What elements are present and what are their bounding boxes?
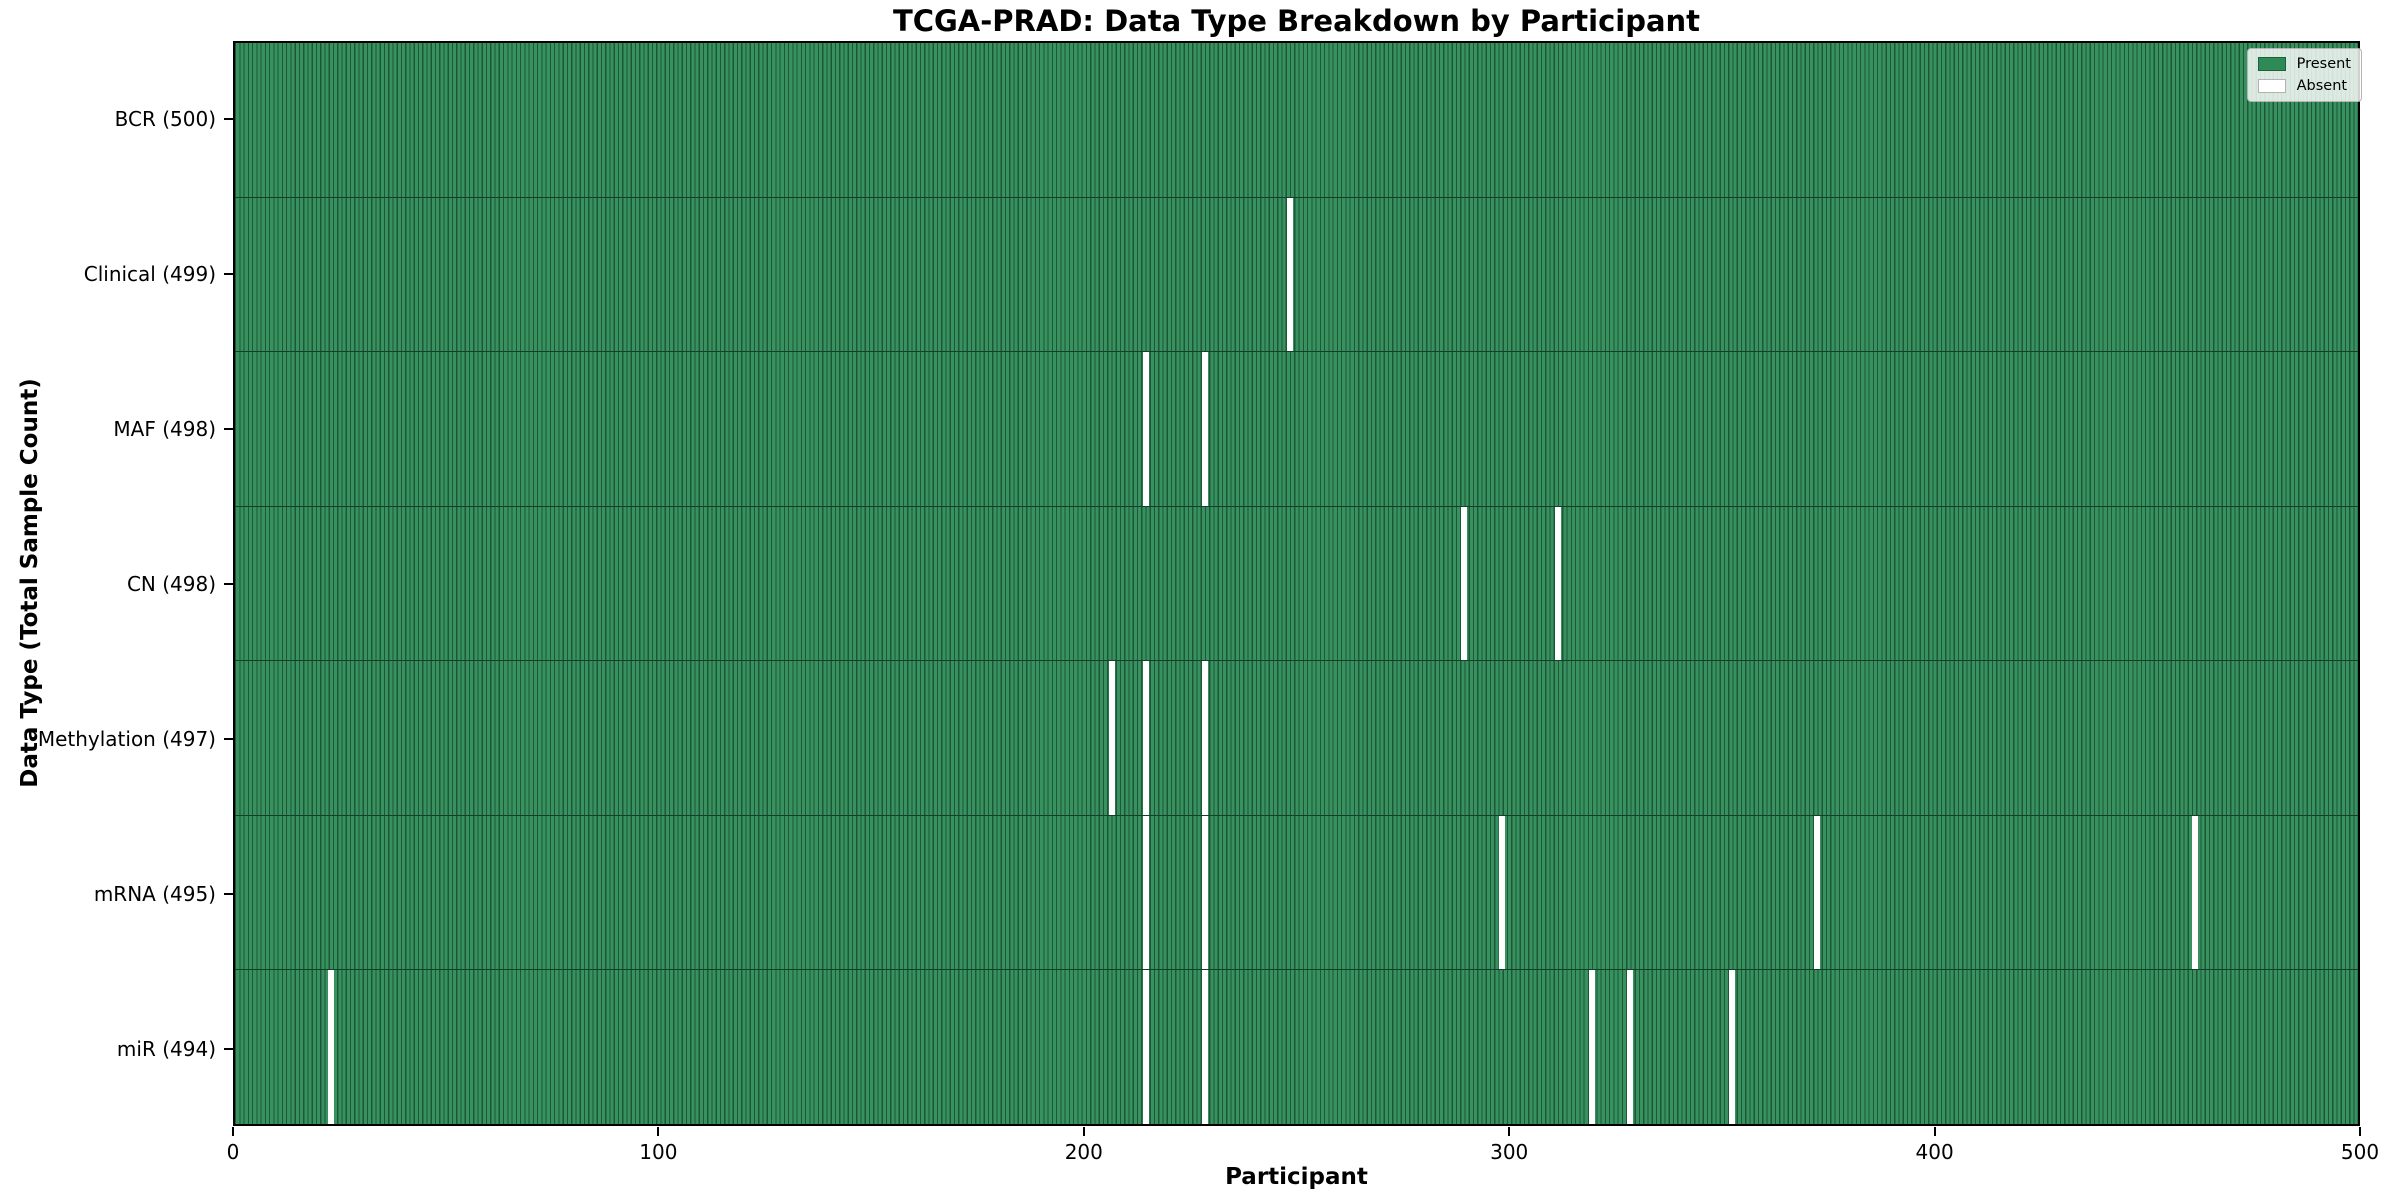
y-tick-label: Clinical (499) bbox=[83, 261, 216, 286]
y-tick-mark bbox=[224, 892, 233, 895]
y-tick-mark bbox=[224, 117, 233, 120]
absent-gap-marker bbox=[1202, 815, 1209, 970]
absent-gap-marker bbox=[1202, 970, 1209, 1125]
absent-gap-marker bbox=[1554, 506, 1561, 661]
chart-row bbox=[235, 196, 2358, 352]
x-tick-label: 0 bbox=[226, 1140, 240, 1164]
y-tick-mark bbox=[224, 272, 233, 275]
absent-gap-marker bbox=[1142, 661, 1149, 815]
legend-label-present: Present bbox=[2296, 56, 2351, 72]
absent-gap-marker bbox=[1813, 815, 1820, 970]
legend-entry-present: Present bbox=[2257, 56, 2351, 72]
y-tick-label: MAF (498) bbox=[113, 416, 216, 441]
x-tick-mark bbox=[1508, 1127, 1511, 1136]
x-tick-label: 100 bbox=[639, 1140, 678, 1164]
x-tick-label: 300 bbox=[1490, 1140, 1529, 1164]
absent-gap-marker bbox=[1499, 815, 1506, 970]
absent-gap-marker bbox=[327, 970, 334, 1125]
absent-gap-marker bbox=[2191, 815, 2198, 970]
x-tick-mark bbox=[1082, 1127, 1085, 1136]
y-tick-label: Methylation (497) bbox=[37, 726, 216, 751]
x-axis-label: Participant bbox=[1225, 1164, 1368, 1190]
plot-area bbox=[233, 41, 2360, 1126]
y-tick-mark bbox=[224, 427, 233, 430]
y-tick-label: mRNA (495) bbox=[93, 881, 216, 906]
absent-gap-marker bbox=[1461, 506, 1468, 661]
x-tick-mark bbox=[1933, 1127, 1936, 1136]
absent-gap-marker bbox=[1202, 661, 1209, 815]
x-tick-mark bbox=[232, 1127, 234, 1136]
absent-gap-marker bbox=[1626, 970, 1633, 1125]
chart-row bbox=[235, 351, 2358, 506]
y-tick-mark bbox=[224, 1047, 233, 1050]
legend: Present Absent bbox=[2246, 48, 2362, 102]
x-tick-label: 400 bbox=[1915, 1140, 1954, 1164]
absent-gap-marker bbox=[1202, 352, 1209, 506]
absent-gap-marker bbox=[1728, 970, 1735, 1125]
y-tick-label: miR (494) bbox=[116, 1036, 216, 1061]
legend-label-absent: Absent bbox=[2296, 78, 2348, 94]
absent-gap-marker bbox=[1588, 970, 1595, 1125]
chart-row bbox=[235, 814, 2358, 970]
chart-row bbox=[235, 43, 2358, 197]
chart-title: TCGA-PRAD: Data Type Breakdown by Partic… bbox=[892, 4, 1701, 38]
absent-gap-marker bbox=[1142, 970, 1149, 1125]
legend-entry-absent: Absent bbox=[2257, 78, 2351, 94]
present-swatch-icon bbox=[2257, 57, 2286, 71]
x-tick-mark bbox=[657, 1127, 660, 1136]
chart-row bbox=[235, 660, 2358, 815]
y-tick-label: CN (498) bbox=[126, 571, 216, 596]
absent-gap-marker bbox=[1287, 197, 1294, 352]
chart-row bbox=[235, 505, 2358, 661]
absent-gap-marker bbox=[1108, 661, 1115, 815]
x-tick-label: 200 bbox=[1064, 1140, 1103, 1164]
y-tick-label: BCR (500) bbox=[114, 106, 216, 131]
absent-swatch-icon bbox=[2257, 79, 2286, 93]
y-tick-mark bbox=[224, 582, 233, 585]
y-tick-mark bbox=[224, 737, 233, 740]
absent-gap-marker bbox=[1142, 815, 1149, 970]
x-tick-mark bbox=[2359, 1127, 2361, 1136]
chart-row bbox=[235, 969, 2358, 1125]
x-tick-label: 500 bbox=[2340, 1140, 2380, 1164]
absent-gap-marker bbox=[1142, 352, 1149, 506]
